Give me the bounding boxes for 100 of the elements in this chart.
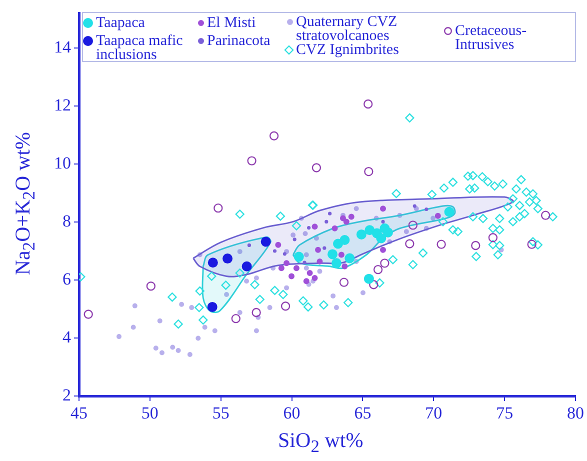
point (116, 334, 122, 340)
point (214, 203, 223, 213)
point (247, 243, 252, 247)
point (364, 99, 373, 109)
point (303, 278, 310, 284)
point (275, 242, 282, 248)
point (376, 233, 386, 244)
point (278, 265, 284, 272)
point (132, 303, 138, 308)
point (222, 254, 233, 264)
point (252, 308, 261, 318)
point (434, 212, 441, 219)
legend-label: Taapaca mafic inclusions (96, 33, 184, 63)
y-tick-label: 2 (62, 385, 71, 404)
x-tick-label: 60 (283, 404, 300, 423)
point (284, 260, 290, 266)
point (444, 206, 454, 217)
point (312, 224, 318, 230)
point (328, 212, 332, 216)
point (294, 252, 304, 262)
point (312, 163, 322, 172)
point (369, 280, 378, 290)
point (342, 263, 348, 270)
point (404, 229, 409, 234)
point (254, 328, 259, 334)
point (340, 234, 350, 245)
point (157, 318, 162, 324)
point (302, 231, 308, 236)
x-tick-label: 65 (354, 404, 372, 423)
point (330, 293, 336, 298)
y-tick-label: 6 (62, 269, 71, 288)
point (84, 310, 93, 319)
x-axis-title: SiO$_{2}$ wt% (278, 428, 364, 458)
x-tick-label: 80 (567, 404, 584, 423)
legend-label: Parinacota (207, 33, 270, 49)
point (306, 270, 313, 276)
point (231, 314, 240, 324)
point (282, 252, 286, 256)
x-tick-label: 75 (496, 404, 514, 423)
point (332, 225, 338, 232)
point (130, 324, 136, 330)
point (331, 258, 342, 268)
point (196, 336, 201, 341)
point (187, 352, 192, 358)
point (317, 268, 322, 274)
point (380, 246, 386, 253)
point (179, 302, 184, 307)
point (247, 156, 256, 166)
point (373, 264, 383, 274)
point (471, 240, 480, 250)
point (382, 227, 393, 238)
x-tick-label: 50 (141, 404, 158, 423)
legend-label: Cretaceous-Intrusives (455, 23, 528, 53)
point (208, 258, 218, 268)
point (292, 238, 296, 242)
point (338, 252, 344, 258)
legend-label: Quaternary CVZ stratovolcanoes (296, 14, 398, 44)
point (146, 281, 156, 291)
point (288, 273, 294, 280)
point (293, 265, 300, 272)
point (380, 206, 386, 212)
point (381, 220, 385, 224)
point (436, 240, 446, 249)
point (304, 266, 309, 271)
point (224, 292, 230, 297)
point (334, 305, 339, 310)
point (304, 252, 309, 258)
point (212, 328, 218, 334)
point (343, 218, 350, 225)
point (202, 324, 208, 330)
point (153, 346, 158, 351)
point (237, 310, 242, 315)
y-tick-label: 12 (54, 95, 71, 114)
point (267, 305, 272, 310)
point (159, 350, 164, 356)
legend-label: El Misti (207, 15, 257, 31)
point (237, 249, 242, 254)
point (344, 253, 355, 264)
point (322, 246, 326, 250)
point (254, 275, 259, 280)
point (244, 278, 250, 284)
point (380, 258, 390, 268)
point (430, 216, 436, 221)
point (405, 239, 414, 248)
x-tick-label: 45 (70, 404, 88, 423)
point (348, 214, 354, 220)
point (527, 240, 536, 249)
point (290, 232, 296, 238)
point (307, 226, 311, 230)
point (170, 344, 176, 350)
point (242, 261, 252, 272)
point (269, 131, 279, 140)
point (324, 220, 328, 224)
legend-label: Taapaca (96, 15, 146, 31)
point (272, 249, 277, 253)
point (328, 249, 338, 260)
y-tick-label: 8 (62, 211, 71, 230)
point (260, 236, 271, 247)
point (412, 204, 416, 208)
point (339, 278, 349, 287)
